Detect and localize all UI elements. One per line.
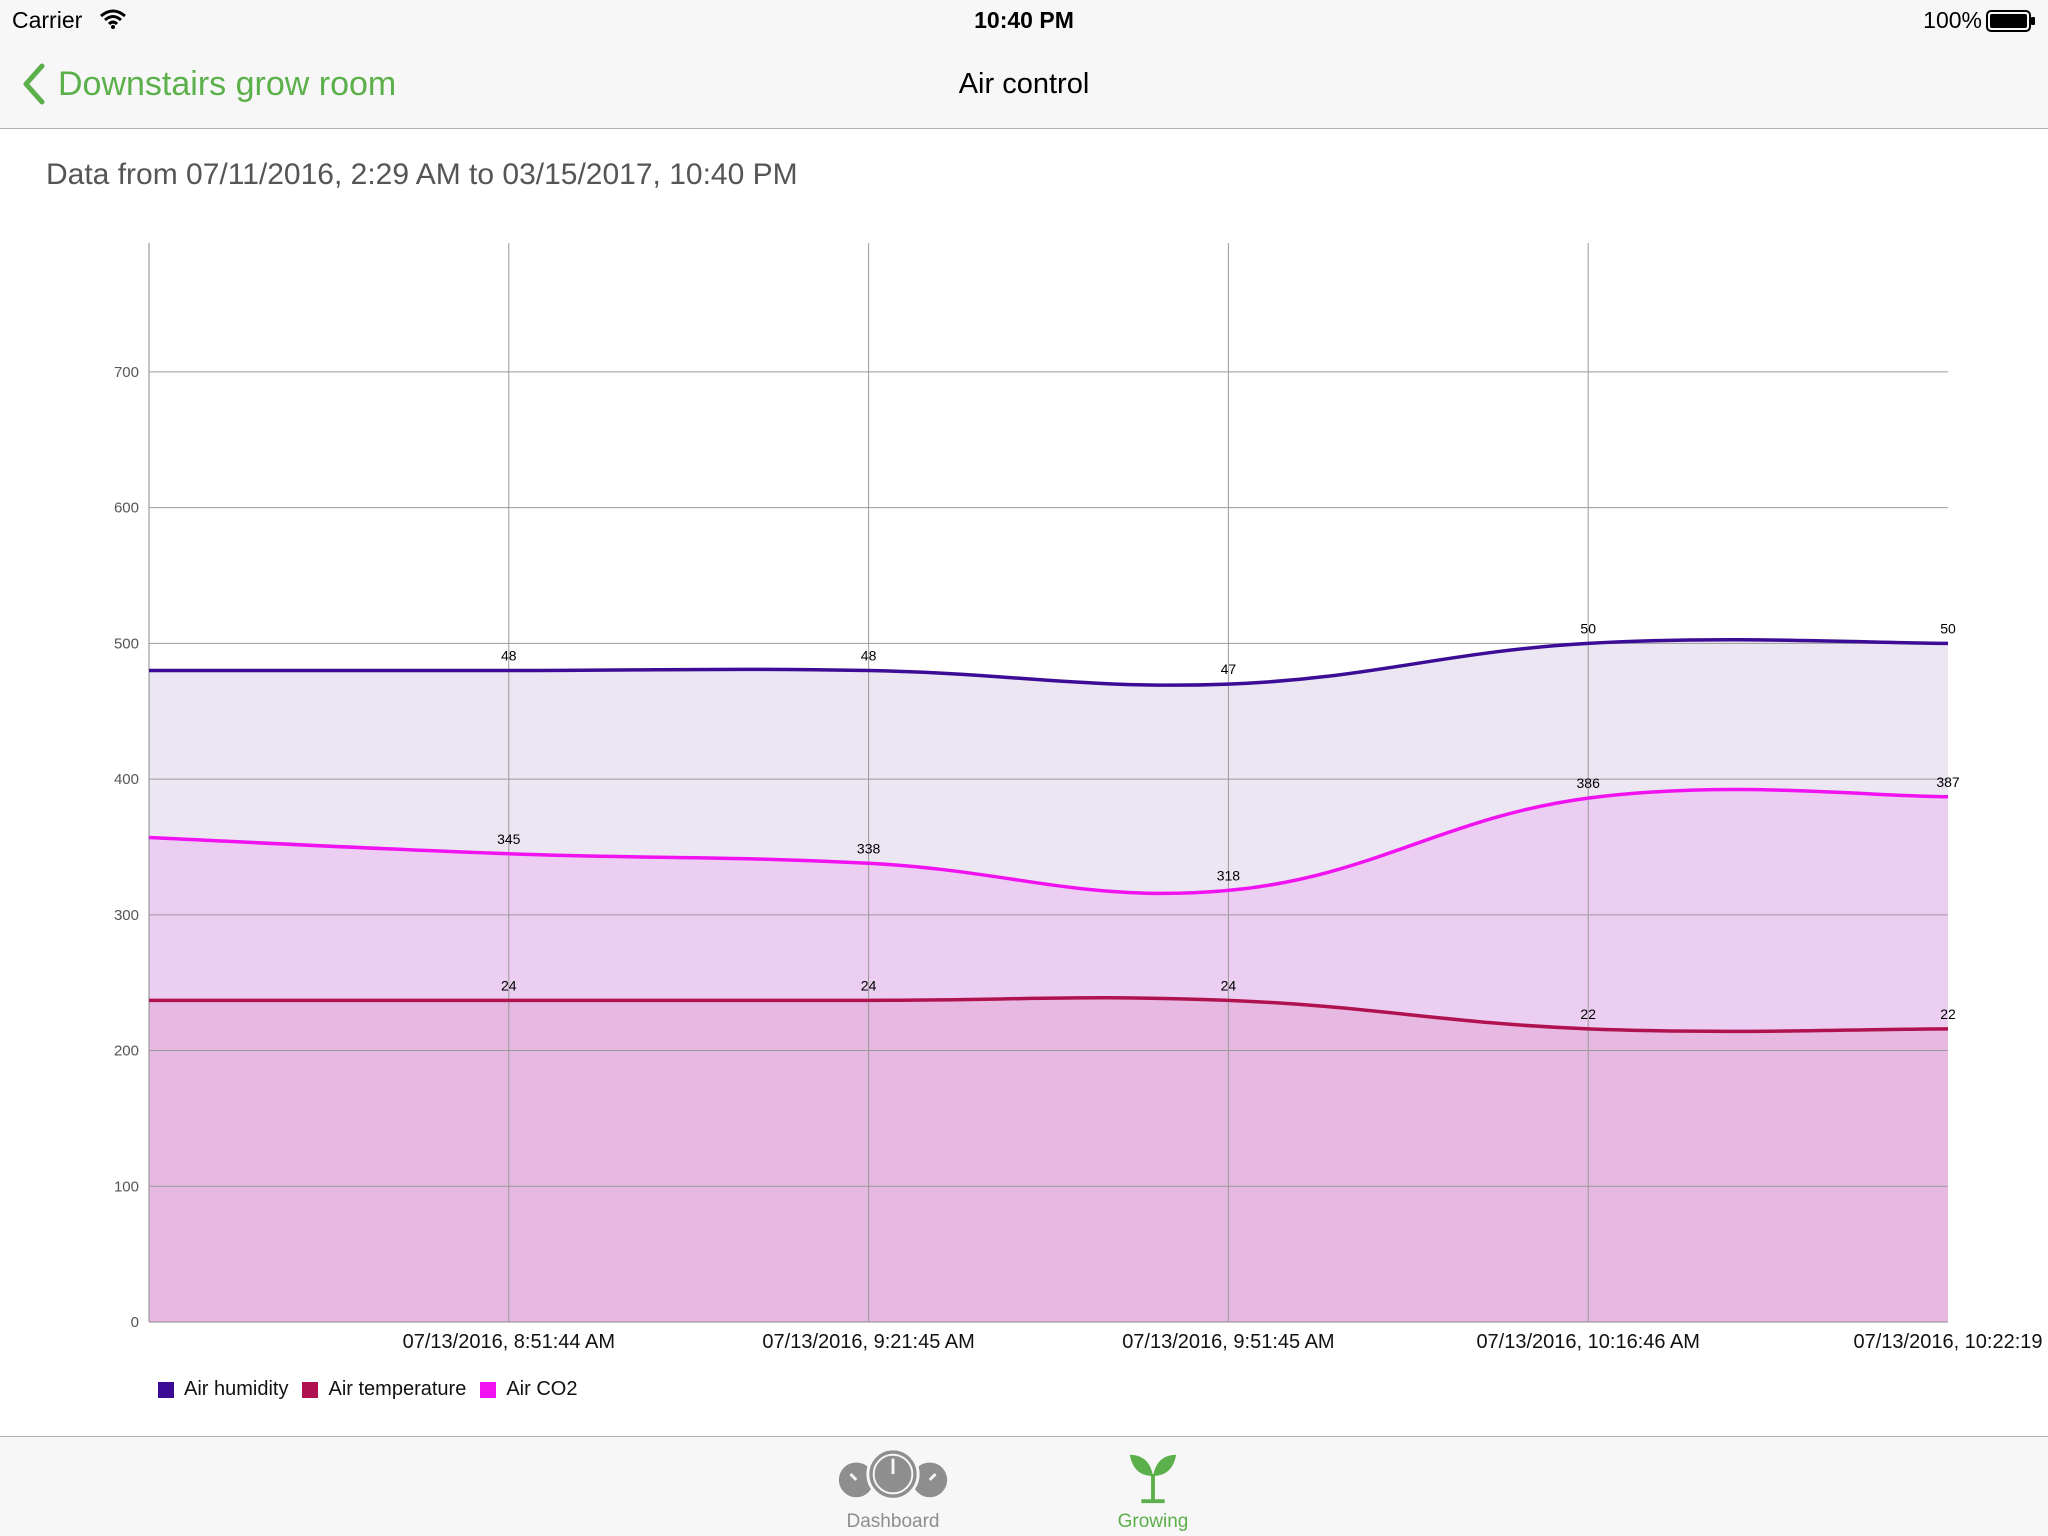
legend-item-air-co2: Air CO2 xyxy=(480,1378,577,1401)
value-label-air-co2: 345 xyxy=(497,831,521,847)
line-air-humidity xyxy=(149,638,1949,687)
value-label-air-humidity: 50 xyxy=(1580,620,1596,636)
battery-percent: 100% xyxy=(1923,7,1982,33)
wifi-icon xyxy=(100,9,126,29)
x-tick-label: 07/13/2016, 10:22:19 xyxy=(1853,1331,2042,1353)
sprout-icon xyxy=(1129,1454,1177,1504)
value-label-air-co2: 386 xyxy=(1577,775,1601,791)
legend-swatch-air-co2 xyxy=(480,1381,497,1398)
chevron-left-icon xyxy=(23,63,45,105)
value-label-air-co2: 318 xyxy=(1217,867,1241,883)
air-control-chart[interactable]: 48 48 47 50 50 345 338 318 386 387 24 24 24 22 22 0 100 2… xyxy=(0,0,2048,1400)
navigation-bar: Downstairs grow room Air control xyxy=(0,40,2048,129)
y-tick-label: 0 xyxy=(131,1314,139,1331)
battery-icon xyxy=(1986,10,2035,32)
line-air-temperature xyxy=(149,996,1949,1034)
tab-dashboard[interactable]: Dashboard xyxy=(813,1447,973,1535)
tab-growing[interactable]: Growing xyxy=(1073,1447,1233,1535)
legend-item-air-temperature: Air temperature xyxy=(302,1378,466,1401)
x-tick-label: 07/13/2016, 9:21:45 AM xyxy=(762,1331,974,1353)
back-label: Downstairs grow room xyxy=(58,64,397,103)
status-bar: Carrier 10:40 PM 100% xyxy=(0,0,2048,40)
chart-legend: Air humidity Air temperature Air CO2 xyxy=(158,1378,591,1401)
legend-label-air-humidity: Air humidity xyxy=(184,1378,289,1400)
value-label-air-co2: 338 xyxy=(857,840,881,856)
y-tick-label: 600 xyxy=(114,500,139,517)
y-tick-label: 700 xyxy=(114,364,139,381)
y-tick-label: 500 xyxy=(114,635,139,652)
carrier-label: Carrier xyxy=(12,7,83,33)
date-range-label: Data from 07/11/2016, 2:29 AM to 03/15/2… xyxy=(46,158,798,191)
line-air-co2 xyxy=(148,787,1949,896)
tab-growing-label: Growing xyxy=(1117,1511,1189,1532)
x-tick-label: 07/13/2016, 9:51:45 AM xyxy=(1122,1331,1334,1353)
value-label-air-temperature: 24 xyxy=(861,977,877,993)
tab-dashboard-label: Dashboard xyxy=(846,1511,940,1532)
y-tick-label: 300 xyxy=(114,907,139,924)
x-tick-label: 07/13/2016, 10:16:46 AM xyxy=(1476,1331,1700,1353)
value-label-air-humidity: 48 xyxy=(501,648,517,664)
legend-swatch-air-temperature xyxy=(302,1381,319,1398)
x-tick-label: 07/13/2016, 8:51:44 AM xyxy=(403,1331,615,1353)
legend-label-air-co2: Air CO2 xyxy=(506,1378,578,1400)
value-label-air-temperature: 24 xyxy=(1221,977,1237,993)
legend-item-air-humidity: Air humidity xyxy=(158,1378,288,1401)
legend-label-air-temperature: Air temperature xyxy=(328,1378,467,1400)
value-label-air-temperature: 22 xyxy=(1940,1006,1956,1022)
value-label-air-temperature: 22 xyxy=(1580,1006,1596,1022)
page-title: Air control xyxy=(958,68,1090,100)
clock-label: 10:40 PM xyxy=(974,7,1074,33)
back-button[interactable]: Downstairs grow room xyxy=(20,62,396,106)
value-label-air-co2: 387 xyxy=(1936,774,1960,790)
y-tick-label: 200 xyxy=(114,1043,139,1060)
value-label-air-humidity: 47 xyxy=(1221,661,1237,677)
tab-bar: Dashboard Growing xyxy=(0,1436,2048,1536)
value-label-air-humidity: 50 xyxy=(1940,620,1956,636)
value-label-air-temperature: 24 xyxy=(501,977,517,993)
value-label-air-humidity: 48 xyxy=(861,648,877,664)
legend-swatch-air-humidity xyxy=(158,1381,174,1398)
y-tick-label: 400 xyxy=(114,771,139,788)
y-tick-label: 100 xyxy=(114,1178,139,1195)
area-air-temperature xyxy=(149,997,1948,1322)
gauge-icon xyxy=(838,1447,948,1501)
